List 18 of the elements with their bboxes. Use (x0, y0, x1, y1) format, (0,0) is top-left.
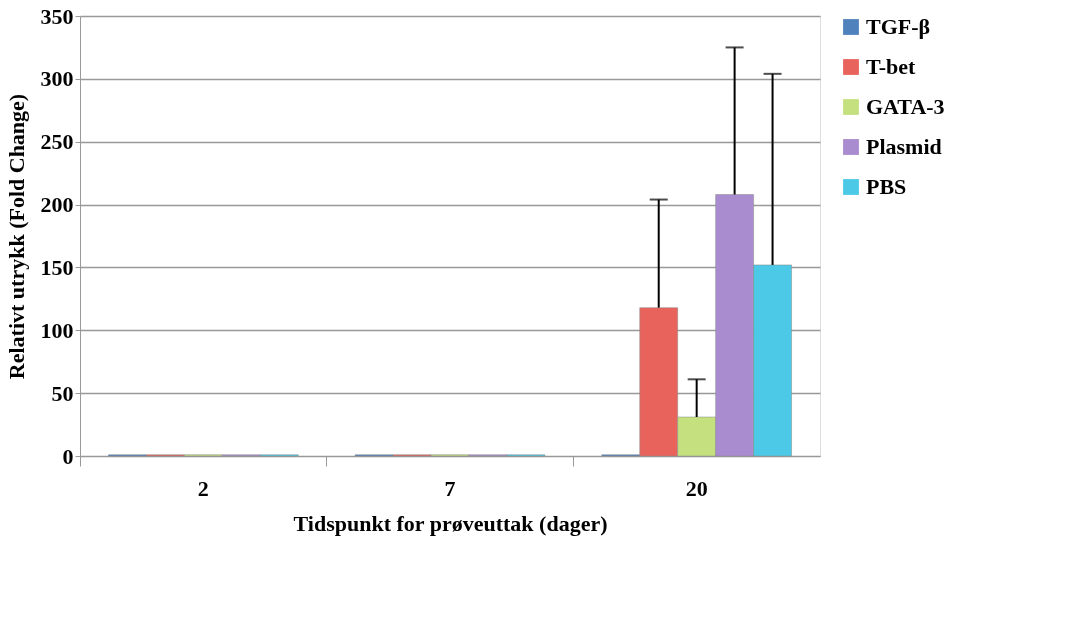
legend-label: TGF-β (866, 14, 931, 39)
x-axis-title: Tidspunkt for prøveuttak (dager) (293, 510, 608, 536)
y-tick-label: 300 (40, 66, 74, 92)
x-tick-label: 7 (444, 475, 456, 501)
y-tick-label: 0 (62, 443, 74, 469)
x-tick-label: 20 (685, 475, 708, 501)
legend-label: T-bet (866, 54, 916, 79)
y-tick-label: 50 (51, 380, 74, 406)
y-tick-label: 200 (40, 192, 74, 218)
x-tick-label: 2 (197, 475, 209, 501)
y-tick-label: 350 (40, 3, 74, 29)
legend-label: Plasmid (866, 134, 942, 159)
legend-label: PBS (866, 174, 907, 199)
y-axis-title: Relativt utrykk (Fold Change) (3, 93, 29, 380)
y-tick-label: 150 (40, 254, 74, 280)
y-tick-label: 250 (40, 129, 74, 155)
legend-label: GATA-3 (866, 94, 945, 119)
y-tick-label: 100 (40, 317, 74, 343)
